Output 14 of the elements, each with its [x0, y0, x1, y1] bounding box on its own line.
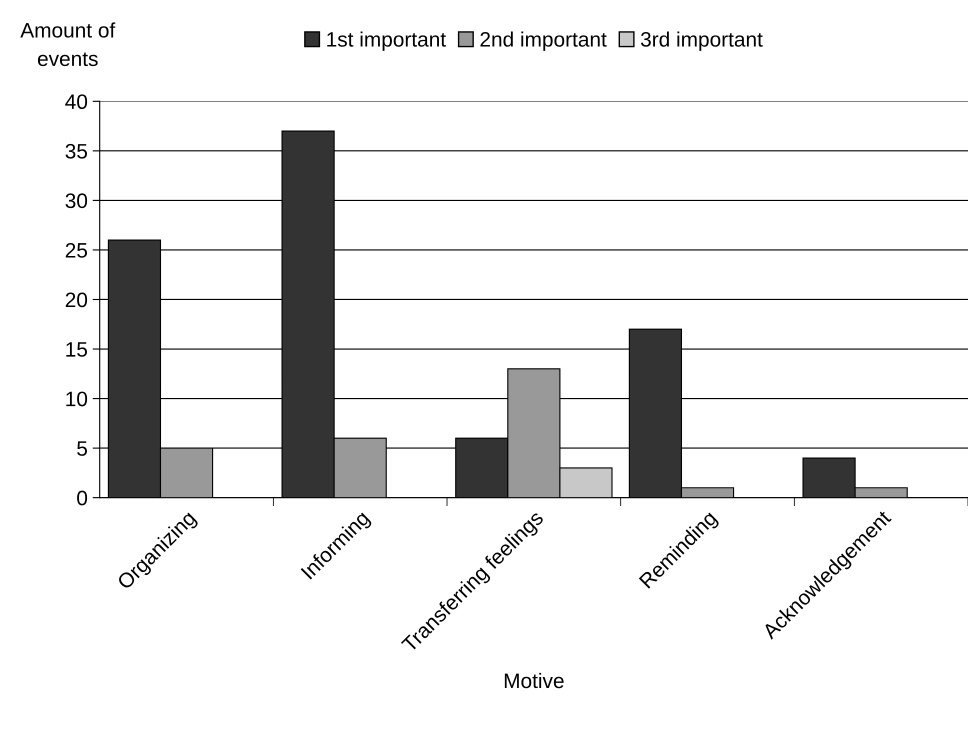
y-axis-title: Amount of events: [20, 22, 116, 66]
legend-label: 1st important: [327, 31, 446, 51]
x-axis-title: Motive: [504, 672, 564, 688]
y-tick-label: 0: [77, 490, 88, 506]
y-tick-label: 35: [66, 144, 88, 159]
y-tick-label: 25: [66, 242, 88, 258]
y-tick-label: 5: [77, 441, 88, 456]
y-tick-label: 10: [66, 392, 88, 406]
legend-label: 2nd important: [480, 31, 607, 51]
y-tick-label: 30: [66, 193, 88, 208]
y-tick-label: 15: [66, 342, 88, 357]
y-tick-label: 20: [66, 292, 88, 308]
y-tick-label: 40: [65, 94, 88, 110]
legend-label: 3rd important: [640, 31, 763, 51]
